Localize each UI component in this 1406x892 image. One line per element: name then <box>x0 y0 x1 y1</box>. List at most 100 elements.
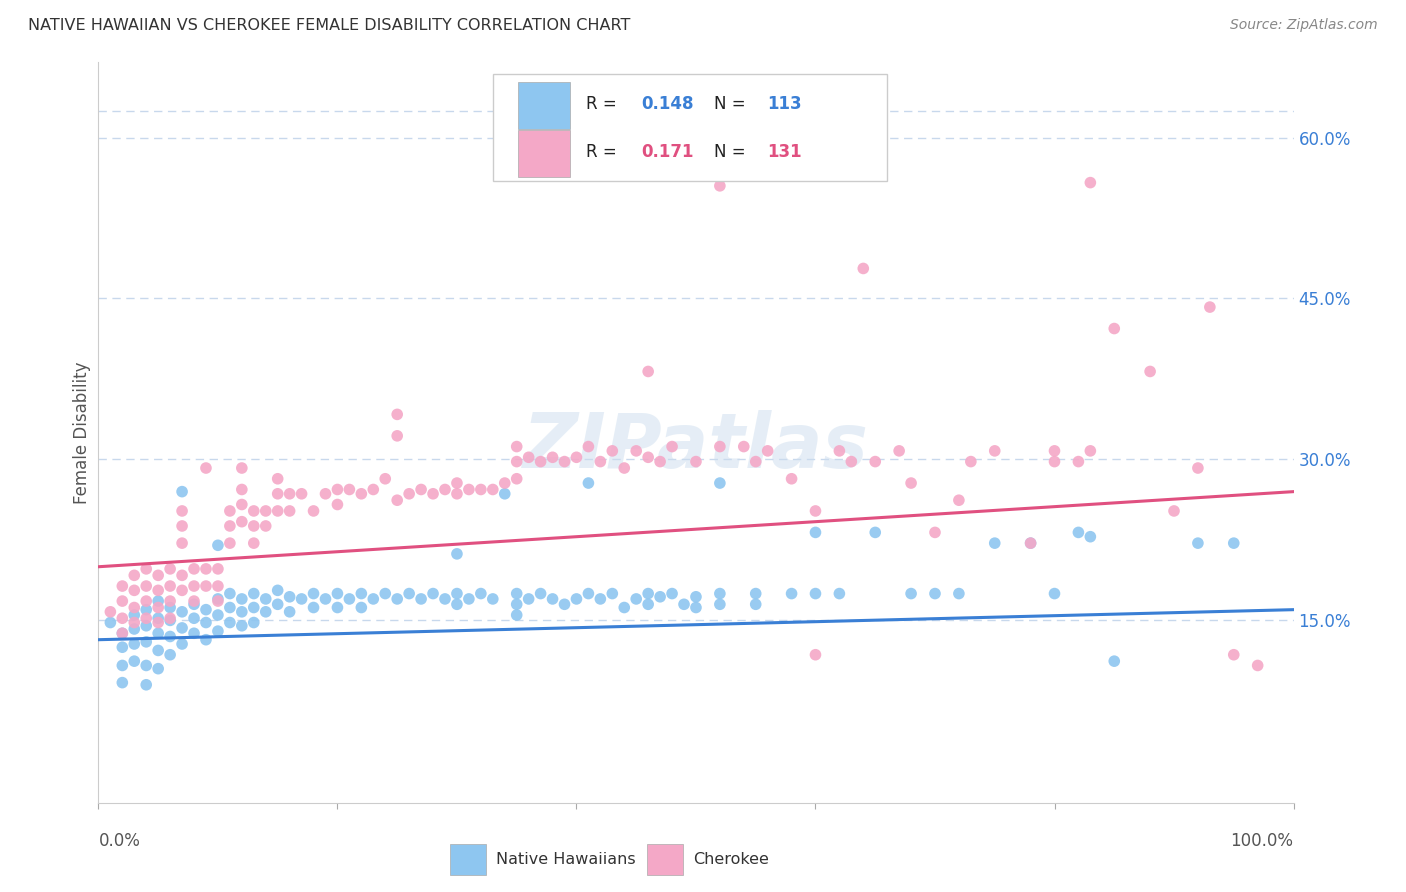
Point <box>207 607 229 622</box>
Point <box>159 594 181 608</box>
Point <box>183 562 205 576</box>
Point <box>350 600 373 615</box>
Text: 0.0%: 0.0% <box>98 832 141 850</box>
Text: Native Hawaiians: Native Hawaiians <box>496 853 636 867</box>
Point <box>709 476 731 491</box>
Point <box>494 487 516 501</box>
Point <box>1019 536 1042 550</box>
Point <box>302 600 325 615</box>
Point <box>924 525 946 540</box>
Point <box>541 591 564 606</box>
Point <box>804 586 827 600</box>
Point <box>172 519 194 533</box>
Point <box>243 536 266 550</box>
Point <box>506 607 529 622</box>
Point <box>745 597 768 611</box>
Point <box>517 591 540 606</box>
Point <box>267 504 290 518</box>
Point <box>219 600 242 615</box>
Point <box>135 611 157 625</box>
Point <box>124 654 146 668</box>
Point <box>219 519 242 533</box>
Point <box>745 454 768 468</box>
Point <box>565 450 588 465</box>
Point <box>865 454 887 468</box>
Point <box>111 675 134 690</box>
Point <box>924 586 946 600</box>
Point <box>326 586 349 600</box>
Point <box>148 643 170 657</box>
Point <box>278 504 301 518</box>
Point <box>828 443 851 458</box>
Point <box>254 504 277 518</box>
Text: NATIVE HAWAIIAN VS CHEROKEE FEMALE DISABILITY CORRELATION CHART: NATIVE HAWAIIAN VS CHEROKEE FEMALE DISAB… <box>28 18 630 33</box>
Point <box>804 648 827 662</box>
Point <box>183 626 205 640</box>
Point <box>637 586 659 600</box>
Point <box>685 454 707 468</box>
Point <box>434 483 457 497</box>
Point <box>231 483 253 497</box>
Point <box>159 600 181 615</box>
Point <box>207 594 229 608</box>
Text: R =: R = <box>586 95 621 112</box>
Point <box>780 472 803 486</box>
Point <box>470 483 492 497</box>
Point <box>458 483 481 497</box>
Point <box>243 519 266 533</box>
Point <box>828 586 851 600</box>
Point <box>172 621 194 635</box>
Point <box>111 640 134 655</box>
Point <box>1247 658 1270 673</box>
Point <box>648 454 672 468</box>
Point <box>804 504 827 518</box>
Point <box>385 591 409 606</box>
Point <box>481 591 505 606</box>
Point <box>398 586 420 600</box>
Point <box>315 591 337 606</box>
Point <box>231 619 253 633</box>
Point <box>446 586 468 600</box>
Point <box>446 597 468 611</box>
Text: 100.0%: 100.0% <box>1230 832 1294 850</box>
Point <box>554 454 576 468</box>
Point <box>278 605 301 619</box>
Point <box>243 615 266 630</box>
Point <box>195 562 218 576</box>
Point <box>254 519 277 533</box>
Point <box>302 586 325 600</box>
Point <box>172 583 194 598</box>
Text: N =: N = <box>714 143 751 161</box>
Point <box>219 586 242 600</box>
Text: Cherokee: Cherokee <box>693 853 769 867</box>
Point <box>231 498 253 512</box>
Point <box>135 678 157 692</box>
Point <box>422 487 444 501</box>
Point <box>541 450 564 465</box>
Point <box>363 483 385 497</box>
Point <box>506 586 529 600</box>
Point <box>948 493 970 508</box>
Point <box>195 579 218 593</box>
Point <box>565 591 588 606</box>
Point <box>135 619 157 633</box>
Text: 0.148: 0.148 <box>641 95 693 112</box>
Point <box>517 450 540 465</box>
Point <box>685 590 707 604</box>
Point <box>231 461 253 475</box>
Point <box>626 443 648 458</box>
Point <box>900 476 922 491</box>
Point <box>159 562 181 576</box>
Text: N =: N = <box>714 95 751 112</box>
Point <box>1080 443 1102 458</box>
Point <box>481 483 505 497</box>
Point <box>446 476 468 491</box>
FancyBboxPatch shape <box>494 73 887 181</box>
Point <box>148 568 170 582</box>
Point <box>446 487 468 501</box>
Point <box>1043 443 1066 458</box>
Y-axis label: Female Disability: Female Disability <box>73 361 91 504</box>
Point <box>889 443 911 458</box>
Point <box>685 600 707 615</box>
Point <box>254 605 277 619</box>
